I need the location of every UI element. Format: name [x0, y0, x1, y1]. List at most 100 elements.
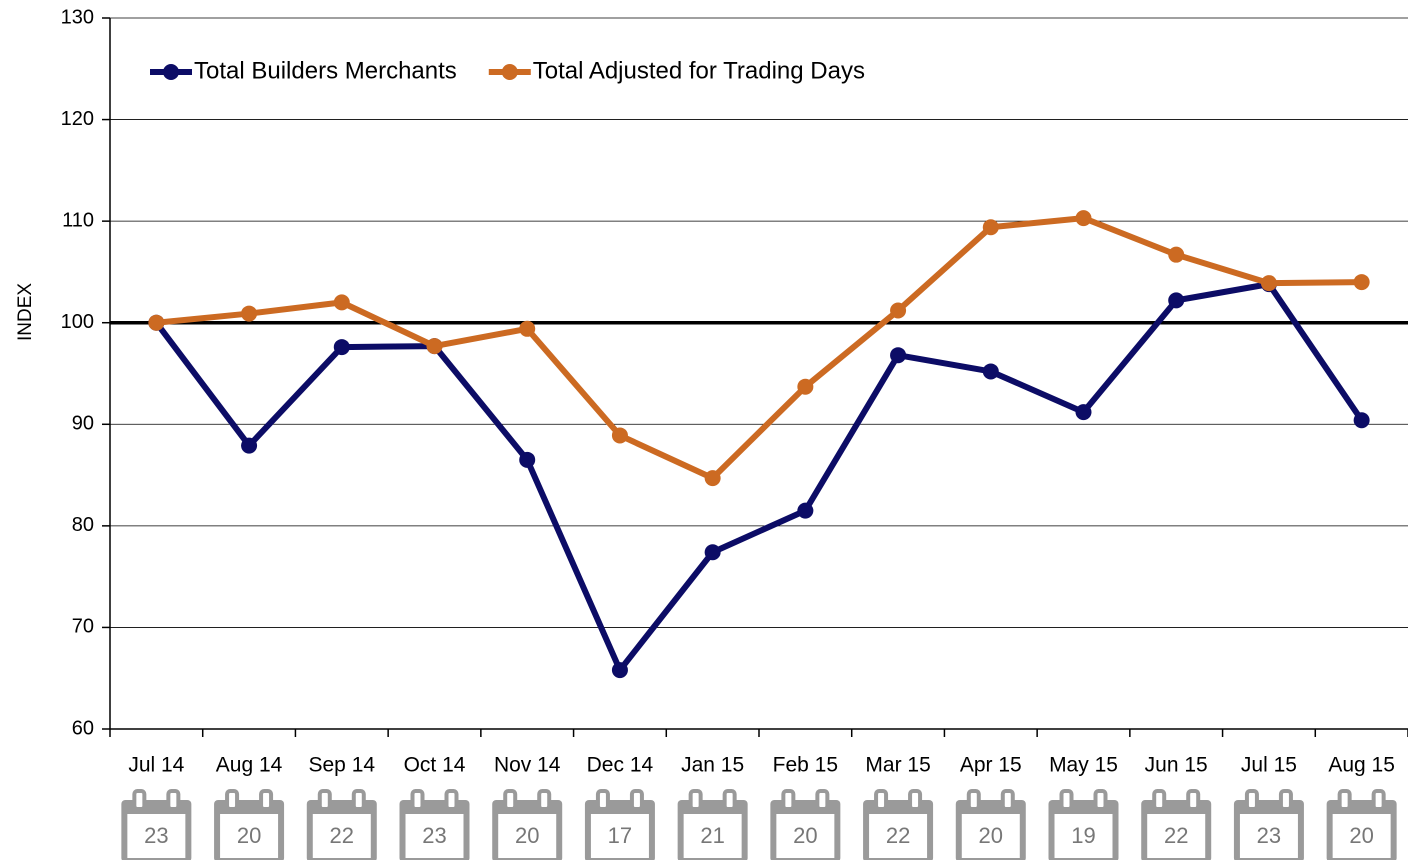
calendar-icon: 23	[399, 789, 470, 860]
trading-days: 20	[793, 823, 817, 848]
point	[148, 314, 165, 331]
y-axis-label: INDEX	[15, 283, 36, 341]
calendar-page	[869, 814, 928, 858]
calendar-page	[961, 814, 1020, 858]
calendar-icon: 19	[1048, 789, 1119, 860]
trading-days: 17	[608, 823, 632, 848]
calendar-page	[220, 814, 279, 858]
point	[1353, 412, 1370, 429]
calendar-page	[1332, 814, 1391, 858]
calendar-ring	[166, 789, 181, 811]
y-tick-label: 90	[72, 413, 94, 435]
point	[704, 544, 721, 561]
y-tick-label: 70	[72, 616, 94, 638]
trading-days: 20	[979, 823, 1003, 848]
point	[333, 294, 350, 311]
calendar-ring	[351, 789, 366, 811]
legend-marker	[163, 64, 179, 80]
calendar-icon: 20	[214, 789, 285, 860]
calendar-ring	[410, 789, 425, 811]
calendar-ring	[966, 789, 981, 811]
point	[982, 363, 999, 380]
calendar-ring	[503, 789, 518, 811]
trading-days: 20	[1349, 823, 1373, 848]
calendar-ring	[1186, 789, 1201, 811]
point	[519, 451, 536, 468]
point	[797, 502, 814, 519]
calendar-icon: 20	[492, 789, 563, 860]
x-tick-label: Jan 15	[681, 754, 744, 777]
x-tick-label: Dec 14	[587, 754, 654, 777]
calendar-page	[1147, 814, 1206, 858]
calendar-page	[1239, 814, 1298, 858]
trading-days: 21	[700, 823, 724, 848]
trading-days: 20	[515, 823, 539, 848]
calendar-icon: 22	[863, 789, 934, 860]
calendar-icon: 21	[677, 789, 748, 860]
calendar-ring	[815, 789, 830, 811]
point	[1075, 210, 1092, 227]
calendar-icon: 20	[1326, 789, 1397, 860]
point	[982, 219, 999, 236]
calendar-ring	[317, 789, 332, 811]
legend-marker	[501, 64, 518, 80]
series-line	[153, 281, 1365, 674]
y-tick-label: 100	[61, 311, 94, 333]
calendar-page	[312, 814, 371, 858]
calendar-ring	[1000, 789, 1015, 811]
trading-days: 23	[144, 823, 168, 848]
y-tick-label: 120	[61, 108, 94, 130]
legend-label: Total Builders Merchants	[194, 57, 457, 84]
calendar-ring	[1093, 789, 1108, 811]
point	[1168, 246, 1185, 263]
trading-days: 20	[237, 823, 261, 848]
trading-days: 23	[1257, 823, 1281, 848]
x-tick-label: May 15	[1049, 754, 1118, 777]
x-tick-label: Sep 14	[309, 754, 376, 777]
trading-days: 22	[886, 823, 910, 848]
point	[1260, 275, 1277, 292]
calendar-ring	[1152, 789, 1167, 811]
y-tick-label: 130	[61, 6, 94, 28]
point	[241, 305, 258, 322]
calendar-ring	[259, 789, 274, 811]
point	[704, 470, 721, 487]
calendar-ring	[444, 789, 459, 811]
point	[519, 320, 536, 337]
point	[241, 437, 258, 454]
calendar-ring	[1244, 789, 1259, 811]
x-tick-label: Aug 14	[216, 754, 283, 777]
calendar-page	[405, 814, 464, 858]
point	[797, 378, 814, 395]
point	[1075, 404, 1092, 421]
point	[890, 302, 907, 319]
x-tick-label: Apr 15	[960, 754, 1022, 777]
calendar-ring	[781, 789, 796, 811]
calendar-ring	[688, 789, 703, 811]
trading-days: 22	[1164, 823, 1188, 848]
legend-label: Total Adjusted for Trading Days	[533, 57, 865, 84]
calendar-ring	[595, 789, 610, 811]
trading-days: 19	[1071, 823, 1095, 848]
calendar-ring	[722, 789, 737, 811]
point	[426, 338, 443, 355]
calendar-page	[127, 814, 186, 858]
y-tick-label: 80	[72, 514, 94, 536]
x-tick-label: Jul 14	[128, 754, 184, 777]
point	[890, 347, 907, 364]
trading-days: 22	[330, 823, 354, 848]
calendar-ring	[1337, 789, 1352, 811]
x-tick-label: Mar 15	[865, 754, 930, 777]
point	[611, 662, 628, 679]
calendar-page	[776, 814, 835, 858]
x-tick-label: Oct 14	[404, 754, 466, 777]
y-tick-label: 110	[62, 209, 94, 231]
point	[333, 339, 350, 356]
x-tick-label: Jul 15	[1241, 754, 1297, 777]
calendar-page	[498, 814, 557, 858]
series-line	[156, 215, 1362, 482]
point	[611, 427, 628, 444]
x-tick-label: Aug 15	[1328, 754, 1395, 777]
calendar-page	[1054, 814, 1113, 858]
